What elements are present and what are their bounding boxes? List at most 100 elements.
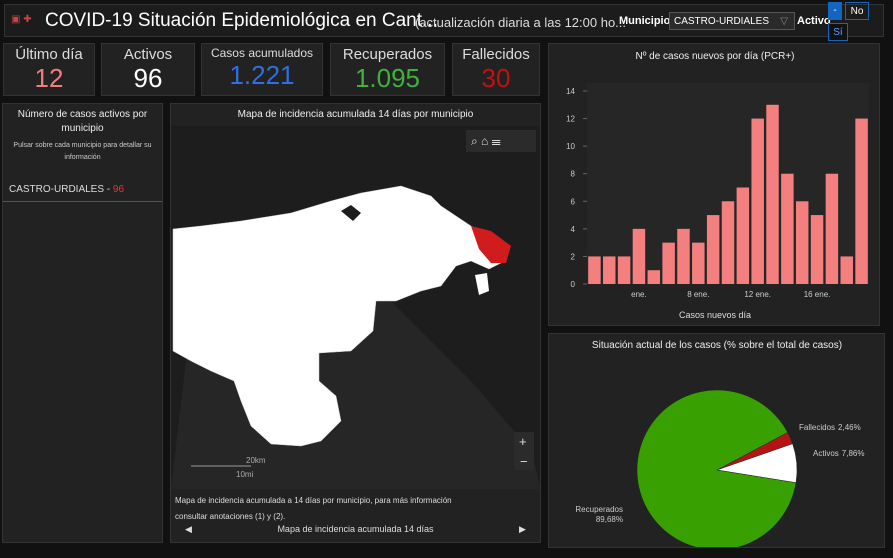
slice-label: Recuperados 89,68%	[575, 505, 623, 524]
bar	[721, 201, 735, 284]
indicator: Activos 96	[101, 43, 195, 96]
slice-value: 7,86%	[842, 449, 865, 458]
bar	[795, 201, 809, 284]
header: ▣ ✚ COVID-19 Situación Epidemiológica en…	[4, 2, 884, 41]
region[interactable]	[475, 273, 489, 295]
y-tick-label: 10	[566, 142, 575, 151]
slice-label: Activos 7,86%	[813, 449, 864, 458]
bar	[632, 228, 646, 284]
item-name: CASTRO-URDIALES -	[9, 184, 113, 195]
scale-label: 10mi	[236, 470, 254, 479]
bar	[662, 242, 675, 284]
title: COVID-19 Situación Epidemiológica en Can…	[45, 10, 438, 31]
chart-title: Situación actual de los casos (% sobre e…	[592, 340, 842, 351]
slice-value: 89,68%	[596, 515, 623, 524]
y-tick-label: 2	[571, 252, 576, 261]
dropdown[interactable]: CASTRO-URDIALES ▽	[669, 12, 795, 30]
map: 20km 10mi ⌕ ⌂ ☰ + −	[171, 126, 540, 489]
bar	[647, 270, 661, 284]
indicator-label: Fallecidos	[462, 46, 530, 63]
slice-value: 2,46%	[838, 423, 861, 432]
y-tick-label: 0	[571, 280, 576, 289]
indicator-label: Recuperados	[342, 46, 433, 63]
indicator: Último día 12	[3, 43, 95, 96]
slice-label: Fallecidos 2,46%	[799, 423, 861, 432]
indicator-value: 1.095	[354, 63, 421, 93]
y-tick-label: 8	[571, 170, 576, 179]
logo: ▣ ✚	[11, 14, 32, 25]
pie-panel: Situación actual de los casos (% sobre e…	[548, 333, 885, 551]
pie-chart: Situación actual de los casos (% sobre e…	[575, 340, 864, 551]
indicator-value: 96	[133, 63, 163, 93]
indicator: Casos acumulados 1.221	[201, 43, 323, 96]
bar	[766, 104, 779, 285]
dropdown-value: CASTRO-URDIALES	[674, 16, 770, 27]
map-panel: Mapa de incidencia acumulada 14 días por…	[170, 103, 541, 543]
x-tick-label: 12 ene.	[744, 290, 771, 299]
bar	[736, 187, 750, 284]
label: Municipio	[619, 15, 671, 27]
bar	[617, 256, 631, 284]
footer: Casos nuevos día	[679, 310, 751, 320]
toggle[interactable]: No	[845, 2, 869, 20]
region-selected[interactable]	[471, 226, 511, 263]
indicator: Fallecidos 30	[452, 43, 540, 96]
indicator-value: 12	[34, 63, 64, 93]
bar	[810, 215, 824, 284]
scale-label: 20km	[246, 456, 266, 465]
bar	[706, 215, 720, 284]
indicator: Recuperados 1.095	[330, 43, 445, 96]
slice-name: Activos	[813, 449, 839, 458]
bar	[825, 173, 839, 284]
y-tick-label: 12	[566, 115, 575, 124]
zoom-in[interactable]: +	[519, 434, 527, 449]
panel-title: Mapa de incidencia acumulada 14 días por…	[237, 109, 474, 120]
bay	[341, 205, 361, 221]
hint: Pulsar sobre cada municipio para detalla…	[13, 142, 152, 161]
map-toolbar	[466, 130, 536, 152]
next[interactable]: ▶	[519, 524, 526, 534]
slice-name: Recuperados	[575, 505, 623, 514]
region[interactable]	[172, 185, 502, 447]
indicator-label: Activos	[123, 46, 173, 63]
slice-name: Fallecidos	[799, 423, 835, 432]
bar-chart: Nº de casos nuevos por día (PCR+)Mostrar…	[566, 51, 869, 320]
y-tick-label: 4	[571, 225, 576, 234]
bar	[677, 228, 690, 284]
bar	[781, 173, 794, 284]
zoom-control[interactable]	[514, 432, 534, 470]
panel-footer: Mapa de incidencia acumulada 14 días	[277, 524, 434, 534]
bar	[751, 118, 764, 284]
bar	[855, 118, 868, 284]
x-tick-label: ene.	[631, 290, 647, 299]
bar	[692, 242, 705, 284]
indicator-value: 1.221	[229, 60, 295, 90]
indicator-label: Último día	[15, 46, 83, 63]
label: Activo	[797, 15, 831, 27]
prev[interactable]: ◀	[185, 524, 192, 534]
map-shapes: 20km 10mi	[171, 185, 540, 489]
bar	[840, 256, 853, 284]
bar	[603, 256, 616, 284]
indicator-value: 30	[481, 63, 511, 93]
x-tick-label: 16 ene.	[804, 290, 831, 299]
bar	[588, 256, 601, 284]
search-icon[interactable]: ⌕ ⌂ ☰	[471, 134, 501, 148]
toggle[interactable]: -	[828, 2, 842, 20]
zoom-out[interactable]: −	[520, 454, 528, 469]
panel-title: Número de casos activos por municipio	[17, 109, 148, 134]
pie-slice	[636, 389, 797, 551]
chart-title: Nº de casos nuevos por día (PCR+)	[635, 51, 794, 62]
map-note: Mapa de incidencia acumulada a 14 días p…	[175, 496, 452, 521]
y-tick-label: 14	[566, 87, 575, 96]
list-item[interactable]: CASTRO-URDIALES - 96	[3, 184, 162, 202]
indicator-label: Casos acumulados	[210, 46, 314, 60]
bar-panel: Nº de casos nuevos por día (PCR+)Mostrar…	[548, 43, 880, 326]
item-value: 96	[112, 184, 125, 195]
toggle[interactable]: Sí	[828, 23, 848, 41]
y-tick-label: 6	[571, 197, 576, 206]
subtitle: (actualización diaria a las 12:00 ho...	[415, 15, 627, 30]
x-tick-label: 8 ene.	[687, 290, 709, 299]
list-panel: Número de casos activos por municipio Pu…	[2, 103, 163, 543]
